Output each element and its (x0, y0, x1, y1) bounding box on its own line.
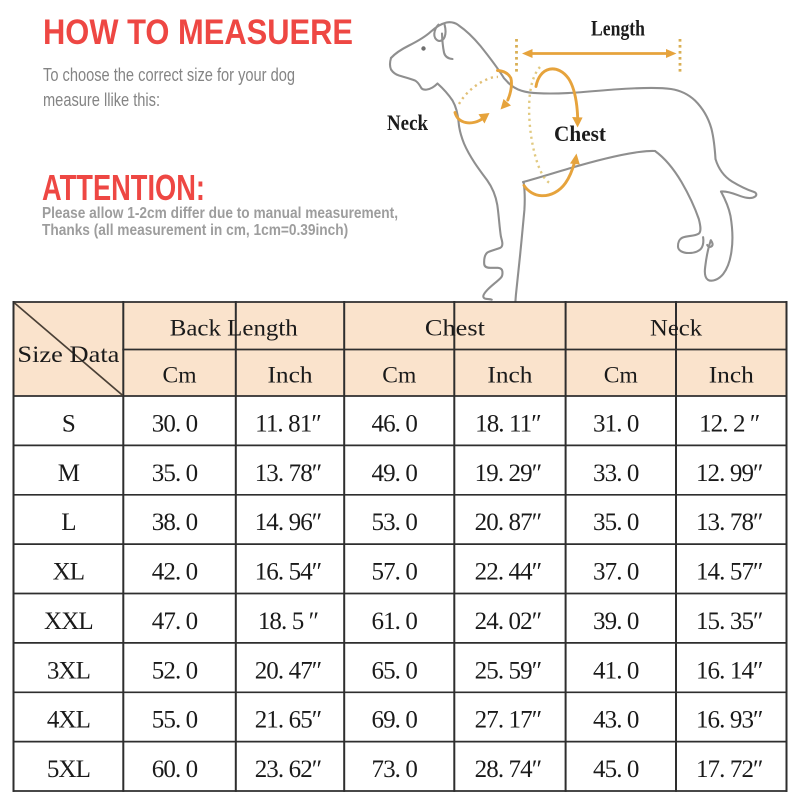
svg-text:35. 0: 35. 0 (152, 460, 198, 487)
svg-text:XL: XL (53, 558, 85, 585)
svg-text:52. 0: 52. 0 (152, 657, 198, 684)
svg-text:14. 57″: 14. 57″ (696, 558, 763, 585)
svg-text:14. 96″: 14. 96″ (255, 509, 322, 536)
svg-text:60. 0: 60. 0 (152, 756, 198, 783)
svg-text:33. 0: 33. 0 (593, 460, 639, 487)
svg-text:20. 47″: 20. 47″ (255, 657, 322, 684)
svg-text:4XL: 4XL (47, 707, 90, 734)
svg-text:Neck: Neck (650, 316, 703, 341)
svg-text:12. 99″: 12. 99″ (696, 460, 763, 487)
svg-text:65. 0: 65. 0 (371, 657, 417, 684)
svg-text:13. 78″: 13. 78″ (696, 509, 763, 536)
svg-text:Neck: Neck (387, 110, 429, 135)
svg-text:16. 54″: 16. 54″ (255, 558, 322, 585)
svg-text:Chest: Chest (554, 121, 607, 146)
svg-text:17. 72″: 17. 72″ (696, 756, 763, 783)
svg-text:20. 87″: 20. 87″ (475, 509, 542, 536)
svg-text:21. 65″: 21. 65″ (255, 707, 322, 734)
svg-text:11. 81″: 11. 81″ (255, 410, 321, 437)
svg-text:XXL: XXL (44, 608, 93, 635)
svg-text:12. 2 ″: 12. 2 ″ (699, 410, 760, 437)
svg-text:18. 11″: 18. 11″ (475, 410, 541, 437)
svg-text:30. 0: 30. 0 (152, 410, 198, 437)
svg-text:18. 5 ″: 18. 5 ″ (258, 608, 319, 635)
svg-text:Chest: Chest (425, 316, 486, 341)
svg-text:73. 0: 73. 0 (371, 756, 417, 783)
svg-text:31. 0: 31. 0 (593, 410, 639, 437)
svg-text:39. 0: 39. 0 (593, 608, 639, 635)
svg-text:13. 78″: 13. 78″ (255, 460, 322, 487)
svg-text:35. 0: 35. 0 (593, 509, 639, 536)
svg-text:42. 0: 42. 0 (152, 558, 198, 585)
svg-text:22. 44″: 22. 44″ (475, 558, 542, 585)
svg-text:69. 0: 69. 0 (371, 707, 417, 734)
svg-text:Inch: Inch (268, 363, 314, 388)
svg-text:24. 02″: 24. 02″ (475, 608, 542, 635)
svg-text:46. 0: 46. 0 (371, 410, 417, 437)
svg-text:27. 17″: 27. 17″ (475, 707, 542, 734)
svg-text:38. 0: 38. 0 (152, 509, 198, 536)
svg-text:16. 14″: 16. 14″ (696, 657, 763, 684)
svg-text:47. 0: 47. 0 (152, 608, 198, 635)
svg-text:Size Data: Size Data (17, 342, 119, 367)
svg-text:Cm: Cm (163, 363, 197, 388)
svg-text:Cm: Cm (382, 363, 416, 388)
svg-text:25. 59″: 25. 59″ (475, 657, 542, 684)
svg-text:Inch: Inch (709, 363, 755, 388)
svg-text:45. 0: 45. 0 (593, 756, 639, 783)
svg-text:Cm: Cm (604, 363, 638, 388)
svg-text:16. 93″: 16. 93″ (696, 707, 763, 734)
svg-text:5XL: 5XL (47, 756, 90, 783)
svg-text:49. 0: 49. 0 (371, 460, 417, 487)
svg-text:37. 0: 37. 0 (593, 558, 639, 585)
svg-text:57. 0: 57. 0 (371, 558, 417, 585)
svg-text:19. 29″: 19. 29″ (475, 460, 542, 487)
svg-text:23. 62″: 23. 62″ (255, 756, 322, 783)
svg-text:61. 0: 61. 0 (371, 608, 417, 635)
svg-text:28. 74″: 28. 74″ (475, 756, 542, 783)
svg-text:53. 0: 53. 0 (371, 509, 417, 536)
svg-text:S: S (62, 410, 75, 437)
svg-text:43. 0: 43. 0 (593, 707, 639, 734)
svg-text:55. 0: 55. 0 (152, 707, 198, 734)
svg-text:41. 0: 41. 0 (593, 657, 639, 684)
svg-text:15. 35″: 15. 35″ (696, 608, 763, 635)
svg-text:M: M (58, 460, 80, 487)
svg-text:Back Length: Back Length (170, 316, 299, 341)
svg-text:Inch: Inch (487, 363, 533, 388)
svg-text:Length: Length (591, 16, 645, 41)
svg-text:L: L (61, 509, 75, 536)
svg-text:3XL: 3XL (47, 657, 90, 684)
